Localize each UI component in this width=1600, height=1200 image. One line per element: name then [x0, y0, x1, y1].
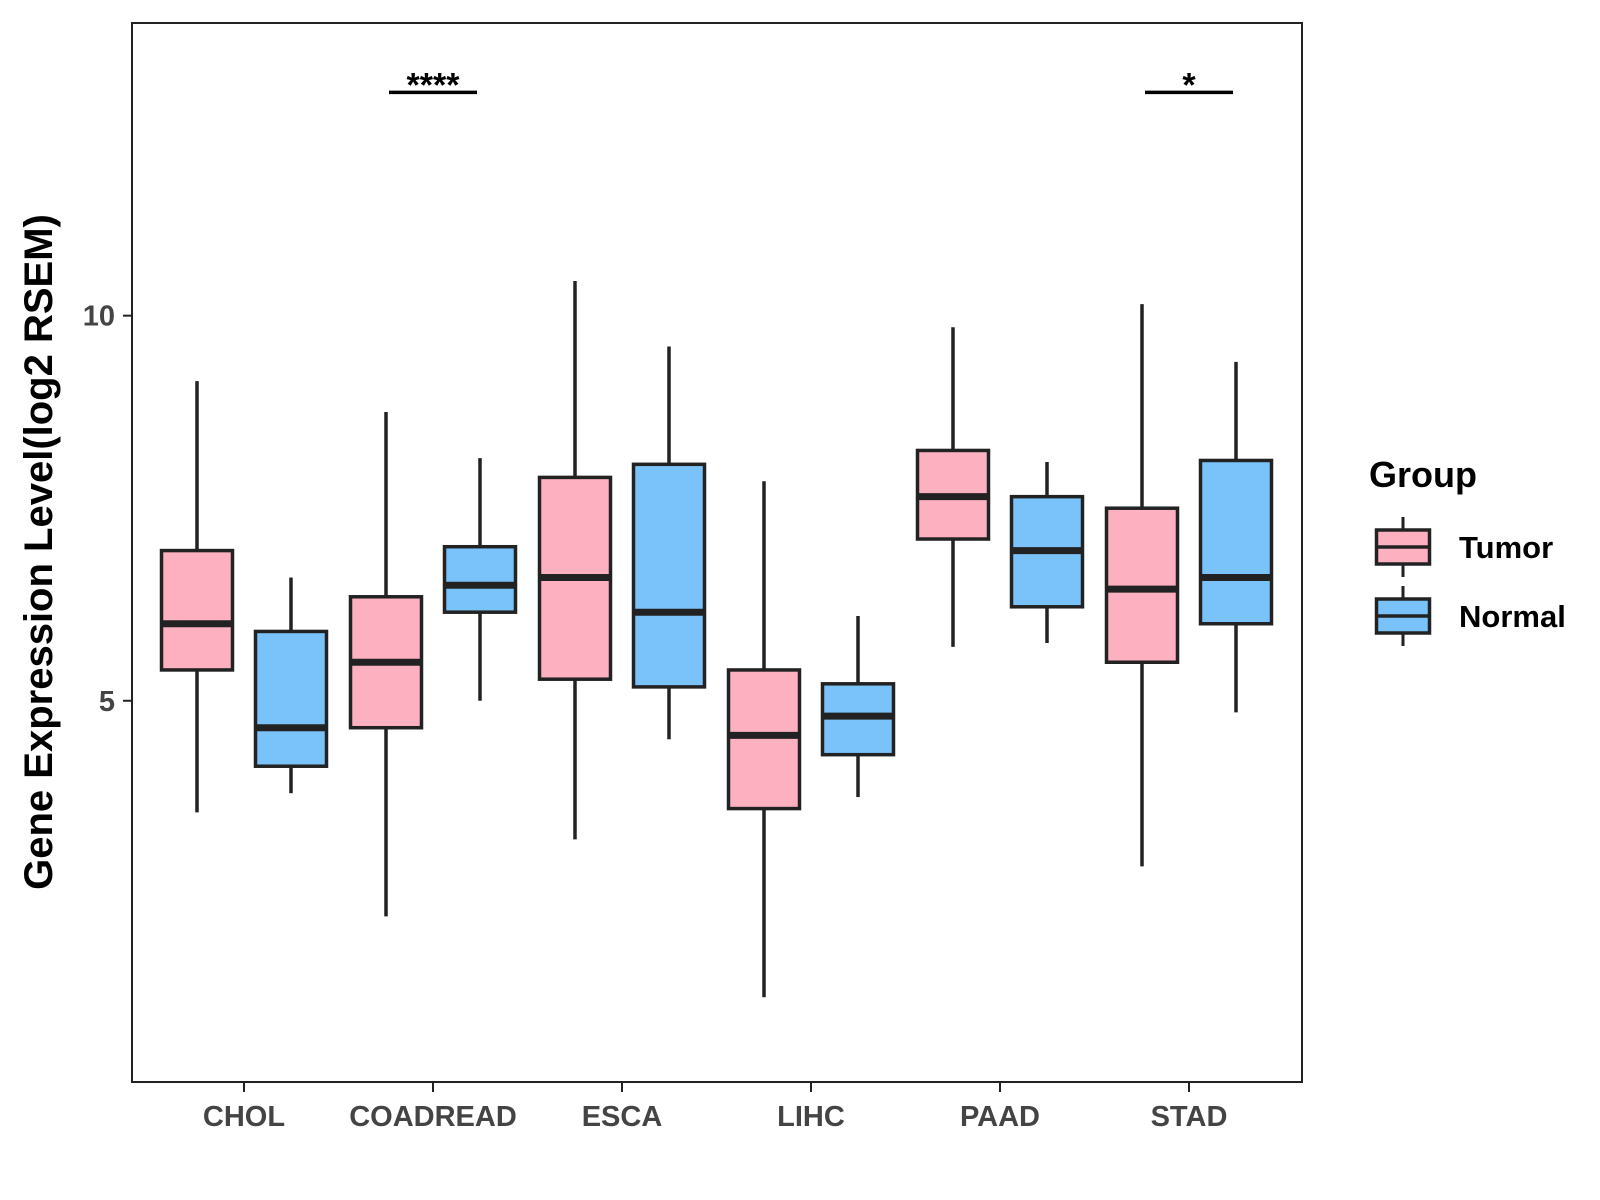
- significance-annotations: **** *: [389, 66, 1233, 104]
- legend-label-tumor: Tumor: [1459, 530, 1553, 565]
- iqr-box-stad-normal: [1198, 458, 1274, 626]
- x-tick-label-lihc: LIHC: [777, 1101, 845, 1133]
- box-chol-normal: [253, 577, 329, 794]
- x-tick-label-paad: PAAD: [960, 1101, 1040, 1133]
- iqr-box-esca-normal: [631, 462, 707, 689]
- legend-item-normal: Normal: [1374, 586, 1566, 646]
- box-lihc-normal: [820, 616, 896, 798]
- legend: Group Tumor Normal: [1369, 454, 1566, 646]
- box-paad-normal: [1009, 462, 1085, 643]
- box-paad-tumor: [915, 327, 991, 647]
- legend-label-normal: Normal: [1459, 599, 1566, 634]
- box-coadread-tumor: [348, 411, 424, 917]
- iqr-box-stad-tumor: [1104, 506, 1180, 665]
- iqr-box-chol-tumor: [159, 548, 235, 672]
- box-lihc-tumor: [726, 481, 802, 998]
- significance-label-stad: *: [1182, 66, 1196, 104]
- box-coadread-normal: [442, 458, 518, 701]
- x-tick-label-coadread: COADREAD: [349, 1101, 517, 1133]
- iqr-box-coadread-normal: [442, 544, 518, 614]
- axes-layer: 5 10 CHOL COADREAD ESCA LIHC PAAD STAD: [83, 301, 1228, 1133]
- plot-panel-border: [131, 22, 1303, 1083]
- iqr-box-lihc-tumor: [726, 668, 802, 811]
- boxes-layer: [159, 281, 1274, 998]
- x-tick-label-stad: STAD: [1151, 1101, 1228, 1133]
- y-tick-label-10: 10: [83, 301, 115, 333]
- x-tick-label-chol: CHOL: [203, 1101, 285, 1133]
- significance-label-coadread: ****: [407, 66, 461, 104]
- legend-title: Group: [1369, 454, 1477, 495]
- y-tick-label-5: 5: [99, 686, 115, 718]
- y-axis-label: Gene Expression Level(log2 RSEM): [17, 214, 61, 890]
- box-esca-normal: [631, 346, 707, 740]
- legend-item-tumor: Tumor: [1374, 517, 1553, 577]
- x-tick-label-esca: ESCA: [582, 1101, 663, 1133]
- box-stad-tumor: [1104, 304, 1180, 867]
- box-stad-normal: [1198, 361, 1274, 713]
- box-chol-tumor: [159, 381, 235, 813]
- iqr-box-chol-normal: [253, 629, 329, 768]
- box-esca-tumor: [537, 281, 613, 840]
